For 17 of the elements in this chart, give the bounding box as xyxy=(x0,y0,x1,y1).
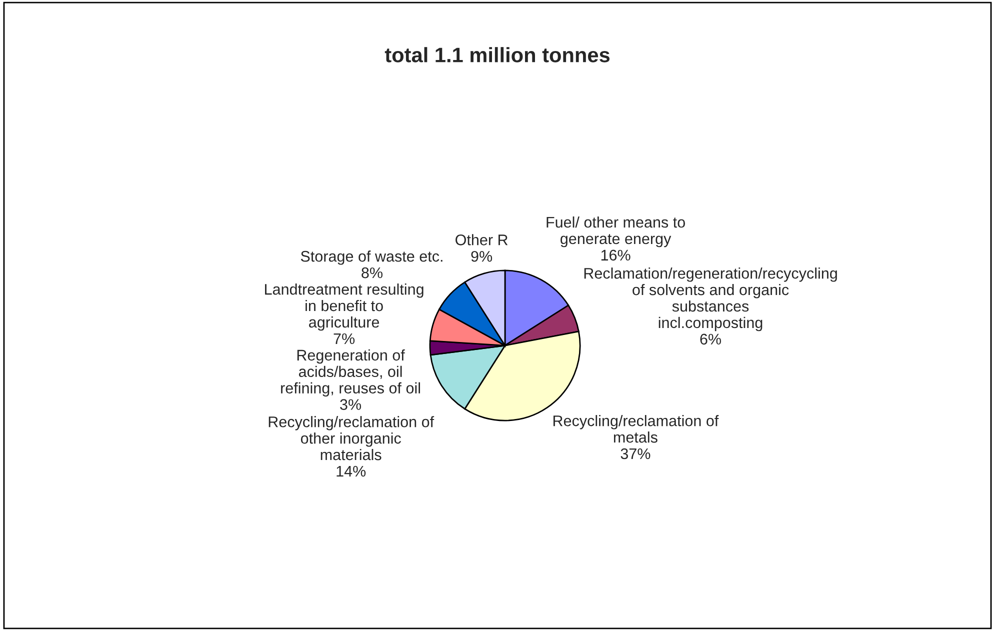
slice-label: Storage of waste etc. xyxy=(300,250,442,265)
data-label: 7% xyxy=(334,333,355,344)
data-label: 37% xyxy=(620,448,650,460)
data-label: 8% xyxy=(362,267,382,278)
slice-label: Recycling/reclamation of other inorganic materials xyxy=(268,416,434,460)
data-label: 16% xyxy=(601,250,630,261)
slice-label: Regeneration of acids/bases, oil refining, reuses of oil xyxy=(281,349,420,397)
chart-title: total 1.1 million tonnes xyxy=(384,47,610,62)
slice-label: Landtreatment resulting in benefit to agriculture xyxy=(265,284,424,331)
data-label: 14% xyxy=(336,466,366,477)
data-label: 6% xyxy=(700,334,722,345)
slice-label: Reclamation/regeneration/recycycling of solvents and organic substances incl.composting xyxy=(584,268,837,332)
slice-label: Other R xyxy=(456,234,508,246)
data-label: 9% xyxy=(471,250,492,262)
slice-label: Fuel/ other means to generate energy xyxy=(546,216,685,248)
data-label: 3% xyxy=(340,399,362,410)
slice-label: Recycling/reclamation of metals xyxy=(553,415,719,443)
